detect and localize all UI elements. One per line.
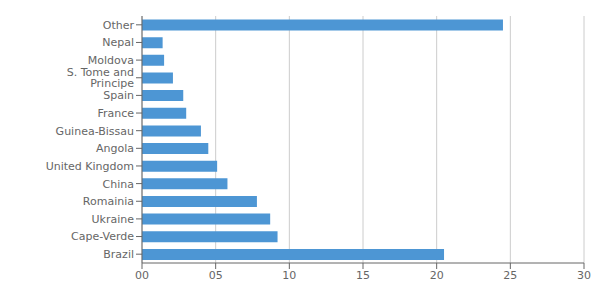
svg-text:Brazil: Brazil <box>103 248 134 261</box>
svg-text:10: 10 <box>282 269 296 282</box>
svg-text:Cape-Verde: Cape-Verde <box>71 230 134 243</box>
svg-text:Guinea-Bissau: Guinea-Bissau <box>56 125 134 138</box>
svg-text:00: 00 <box>135 269 149 282</box>
svg-text:15: 15 <box>356 269 370 282</box>
svg-text:Spain: Spain <box>103 89 134 102</box>
svg-text:20: 20 <box>430 269 444 282</box>
svg-text:United Kingdom: United Kingdom <box>46 160 134 173</box>
svg-text:France: France <box>97 107 134 120</box>
svg-text:Ukraine: Ukraine <box>92 213 135 226</box>
svg-text:25: 25 <box>503 269 517 282</box>
svg-text:05: 05 <box>209 269 223 282</box>
svg-text:Moldova: Moldova <box>88 54 134 67</box>
svg-text:30: 30 <box>577 269 591 282</box>
svg-text:Angola: Angola <box>96 142 134 155</box>
svg-text:S. Tome andPrincipe: S. Tome andPrincipe <box>67 66 134 90</box>
svg-text:Romainia: Romainia <box>83 195 134 208</box>
svg-text:Nepal: Nepal <box>102 36 134 49</box>
svg-text:China: China <box>103 178 134 191</box>
svg-text:Other: Other <box>103 19 135 32</box>
